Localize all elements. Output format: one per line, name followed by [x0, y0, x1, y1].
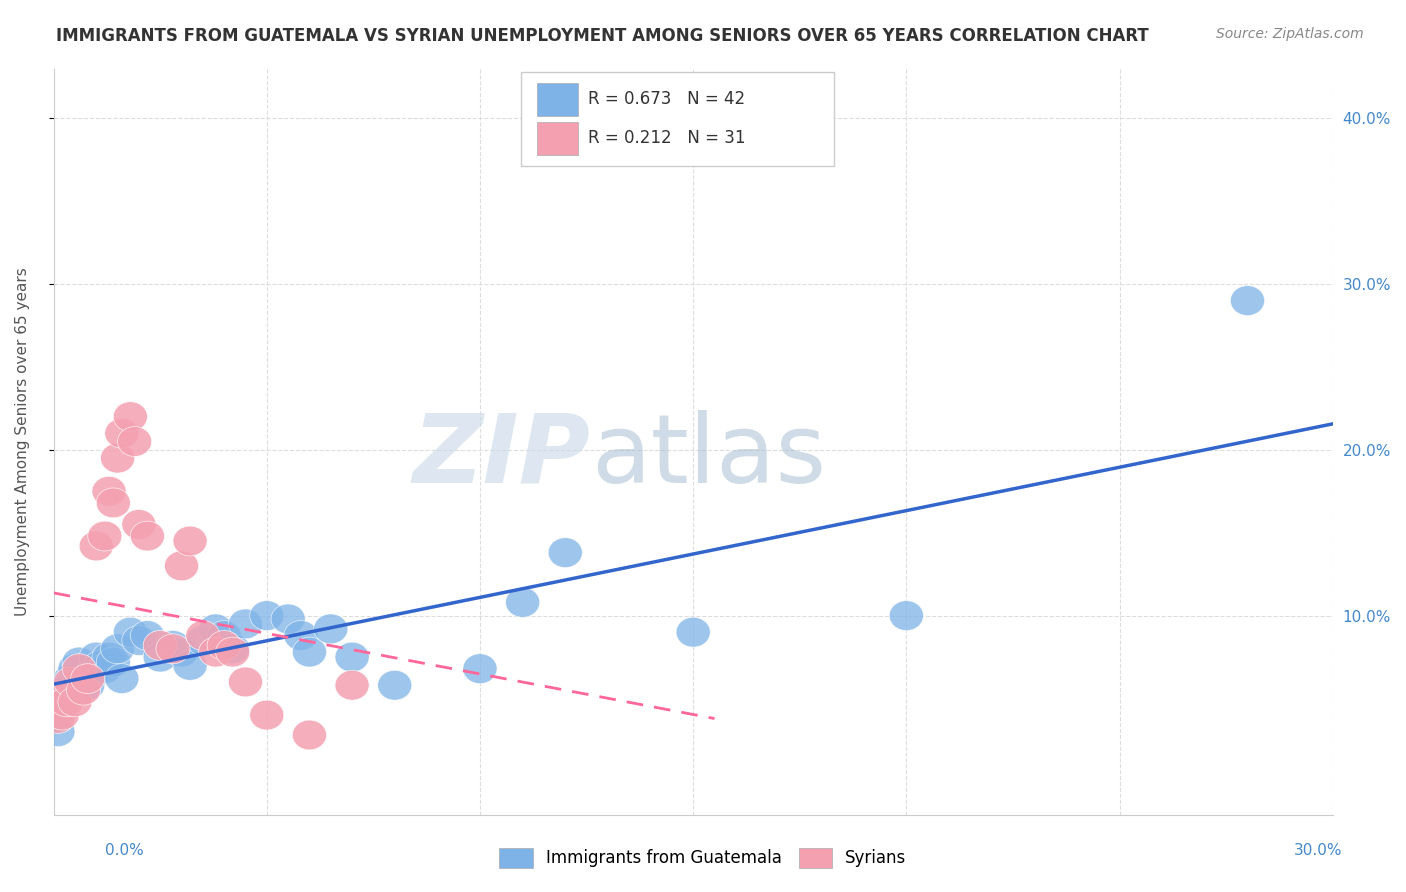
Text: IMMIGRANTS FROM GUATEMALA VS SYRIAN UNEMPLOYMENT AMONG SENIORS OVER 65 YEARS COR: IMMIGRANTS FROM GUATEMALA VS SYRIAN UNEM… — [56, 27, 1149, 45]
Ellipse shape — [165, 637, 198, 667]
Ellipse shape — [105, 418, 139, 448]
Ellipse shape — [100, 443, 135, 473]
Ellipse shape — [83, 650, 118, 681]
Ellipse shape — [156, 631, 190, 660]
Ellipse shape — [271, 604, 305, 634]
Ellipse shape — [335, 670, 370, 700]
Ellipse shape — [506, 588, 540, 617]
Ellipse shape — [143, 642, 177, 672]
Ellipse shape — [463, 654, 498, 683]
Ellipse shape — [378, 670, 412, 700]
Ellipse shape — [292, 720, 326, 750]
Ellipse shape — [75, 658, 110, 689]
Ellipse shape — [91, 476, 127, 506]
Ellipse shape — [173, 650, 207, 681]
Ellipse shape — [122, 509, 156, 540]
Ellipse shape — [41, 717, 75, 747]
Ellipse shape — [62, 647, 96, 677]
Ellipse shape — [165, 551, 198, 581]
Ellipse shape — [87, 521, 122, 551]
Ellipse shape — [156, 634, 190, 664]
Ellipse shape — [1230, 285, 1264, 316]
FancyBboxPatch shape — [537, 83, 578, 116]
Ellipse shape — [335, 642, 370, 672]
Ellipse shape — [87, 654, 122, 683]
Ellipse shape — [45, 681, 79, 710]
Ellipse shape — [70, 664, 105, 694]
Ellipse shape — [45, 687, 79, 717]
Ellipse shape — [284, 621, 318, 650]
Ellipse shape — [173, 526, 207, 556]
Ellipse shape — [207, 631, 242, 660]
Ellipse shape — [131, 521, 165, 551]
Ellipse shape — [215, 637, 250, 667]
Ellipse shape — [228, 609, 263, 639]
FancyBboxPatch shape — [537, 121, 578, 154]
Ellipse shape — [198, 614, 233, 644]
Ellipse shape — [314, 614, 347, 644]
Ellipse shape — [53, 667, 87, 697]
Ellipse shape — [79, 642, 114, 672]
Ellipse shape — [53, 664, 87, 694]
Legend: Immigrants from Guatemala, Syrians: Immigrants from Guatemala, Syrians — [492, 841, 914, 875]
Ellipse shape — [250, 700, 284, 730]
Ellipse shape — [292, 637, 326, 667]
Text: 0.0%: 0.0% — [105, 843, 145, 858]
Text: 30.0%: 30.0% — [1295, 843, 1343, 858]
Text: R = 0.212   N = 31: R = 0.212 N = 31 — [588, 128, 745, 147]
Ellipse shape — [228, 667, 263, 697]
Ellipse shape — [62, 654, 96, 683]
Ellipse shape — [58, 687, 91, 717]
Ellipse shape — [91, 642, 127, 672]
Ellipse shape — [49, 687, 83, 717]
Ellipse shape — [62, 675, 96, 706]
Ellipse shape — [105, 664, 139, 694]
FancyBboxPatch shape — [520, 72, 834, 166]
Text: atlas: atlas — [591, 410, 825, 503]
Ellipse shape — [45, 700, 79, 730]
Ellipse shape — [143, 631, 177, 660]
Ellipse shape — [66, 675, 100, 706]
Ellipse shape — [66, 667, 100, 697]
Ellipse shape — [96, 647, 131, 677]
Ellipse shape — [70, 670, 105, 700]
Ellipse shape — [58, 654, 91, 683]
Ellipse shape — [676, 617, 710, 647]
Text: ZIP: ZIP — [413, 410, 591, 503]
Ellipse shape — [122, 625, 156, 656]
Ellipse shape — [198, 637, 233, 667]
Ellipse shape — [96, 488, 131, 517]
Ellipse shape — [186, 625, 219, 656]
Ellipse shape — [114, 401, 148, 432]
Ellipse shape — [131, 621, 165, 650]
Ellipse shape — [186, 621, 219, 650]
Ellipse shape — [41, 704, 75, 733]
Ellipse shape — [118, 426, 152, 457]
Ellipse shape — [250, 600, 284, 631]
Y-axis label: Unemployment Among Seniors over 65 years: Unemployment Among Seniors over 65 years — [15, 268, 30, 615]
Ellipse shape — [100, 634, 135, 664]
Ellipse shape — [207, 621, 242, 650]
Ellipse shape — [49, 675, 83, 706]
Ellipse shape — [215, 634, 250, 664]
Ellipse shape — [114, 617, 148, 647]
Ellipse shape — [79, 531, 114, 561]
Ellipse shape — [548, 538, 582, 567]
Text: R = 0.673   N = 42: R = 0.673 N = 42 — [588, 90, 745, 108]
Ellipse shape — [890, 600, 924, 631]
Text: Source: ZipAtlas.com: Source: ZipAtlas.com — [1216, 27, 1364, 41]
